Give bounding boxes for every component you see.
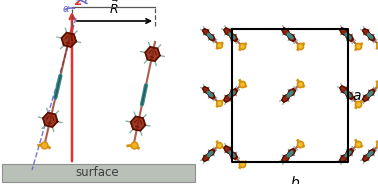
Polygon shape [208,34,215,41]
Polygon shape [282,154,290,162]
Polygon shape [203,154,210,161]
Polygon shape [229,89,237,96]
Polygon shape [288,149,295,156]
Text: $\alpha$: $\alpha$ [62,4,70,14]
Polygon shape [229,33,237,41]
Text: z: z [74,0,81,8]
Text: b: b [291,176,299,184]
Polygon shape [288,89,295,96]
Bar [2,164,195,182]
Polygon shape [224,94,232,102]
Text: $\vec{R}$: $\vec{R}$ [108,0,118,17]
Polygon shape [229,152,237,159]
Polygon shape [368,34,375,41]
Polygon shape [282,28,290,36]
Polygon shape [43,113,57,127]
Polygon shape [340,154,348,162]
Polygon shape [131,116,146,131]
Polygon shape [368,89,375,96]
Polygon shape [345,149,353,156]
Polygon shape [62,33,76,47]
Polygon shape [363,154,370,161]
Polygon shape [368,149,375,156]
Polygon shape [203,29,210,36]
Text: a: a [352,89,361,103]
Polygon shape [363,29,370,36]
Polygon shape [340,28,348,36]
Polygon shape [345,33,353,41]
Polygon shape [208,92,215,99]
Polygon shape [363,94,370,101]
Polygon shape [145,47,160,61]
Polygon shape [282,94,290,102]
Polygon shape [288,33,295,41]
Polygon shape [345,92,353,99]
Polygon shape [340,86,348,94]
Polygon shape [208,149,215,156]
Text: $\gamma$: $\gamma$ [82,0,90,6]
Polygon shape [224,28,232,36]
Polygon shape [203,87,210,94]
Text: surface: surface [75,167,119,180]
Polygon shape [224,146,232,154]
